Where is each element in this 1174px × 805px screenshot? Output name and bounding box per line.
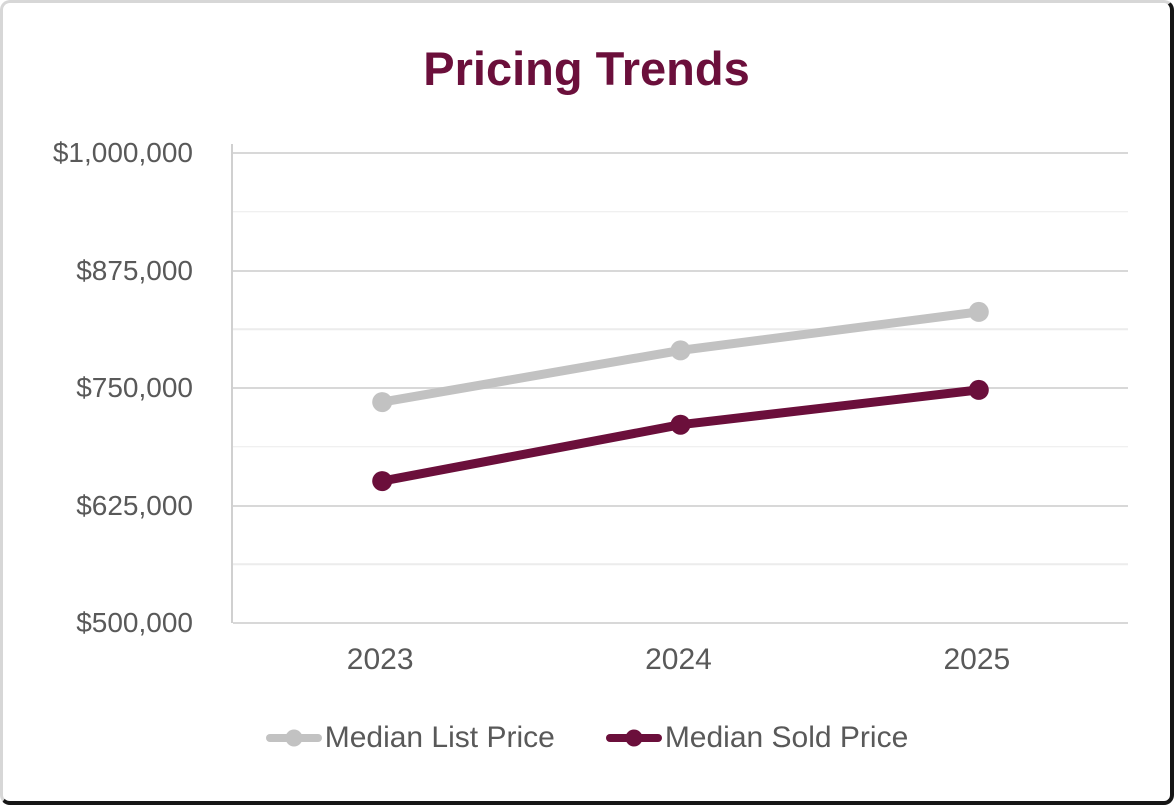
series-line	[377, 385, 984, 486]
gridline-major	[233, 152, 1128, 154]
gridline-major	[233, 504, 1128, 507]
gridline-minor	[233, 446, 1128, 448]
gridline-major	[233, 387, 1128, 389]
gridline-minor	[233, 563, 1128, 565]
y-axis-labels: $1,000,000 $875,000 $750,000 $625,000 $500,0…	[23, 137, 193, 638]
legend-line-marker-icon	[605, 729, 662, 747]
x-axis-tick-label: 2023	[346, 643, 414, 676]
legend-item: Median List Price	[265, 721, 555, 755]
data-point-marker	[968, 379, 989, 400]
plot-area	[231, 144, 1128, 624]
legend-item: Median Sold Price	[605, 721, 908, 755]
x-axis-tick-label: 2025	[943, 643, 1011, 676]
chart-title: Pricing Trends	[423, 42, 750, 95]
data-point-marker	[670, 340, 691, 361]
x-axis-tick-label: 2024	[645, 643, 712, 676]
y-axis-tick-label: $625,000	[76, 489, 193, 521]
data-point-marker	[372, 471, 393, 492]
y-axis-tick-label: $500,000	[76, 607, 193, 638]
y-axis-tick-label: $750,000	[76, 372, 193, 403]
gridline-minor	[233, 211, 1128, 213]
y-axis-tick-label: $1,000,000	[52, 137, 193, 168]
x-axis-labels: 2023 2024 2025	[231, 643, 1126, 683]
gridline-major	[233, 622, 1128, 624]
legend-label: Median Sold Price	[664, 721, 909, 754]
legend: Median List Price Median Sold Price	[3, 721, 1170, 755]
legend-label: Median List Price	[324, 721, 555, 754]
data-point-marker	[372, 392, 393, 413]
line-chart-svg	[372, 301, 989, 492]
gridline-minor	[233, 328, 1128, 330]
y-axis-tick-label: $875,000	[76, 254, 193, 286]
legend-line-marker-icon	[265, 729, 322, 747]
data-point-marker	[670, 414, 691, 435]
data-point-marker	[968, 301, 989, 322]
gridline-major	[233, 269, 1128, 272]
